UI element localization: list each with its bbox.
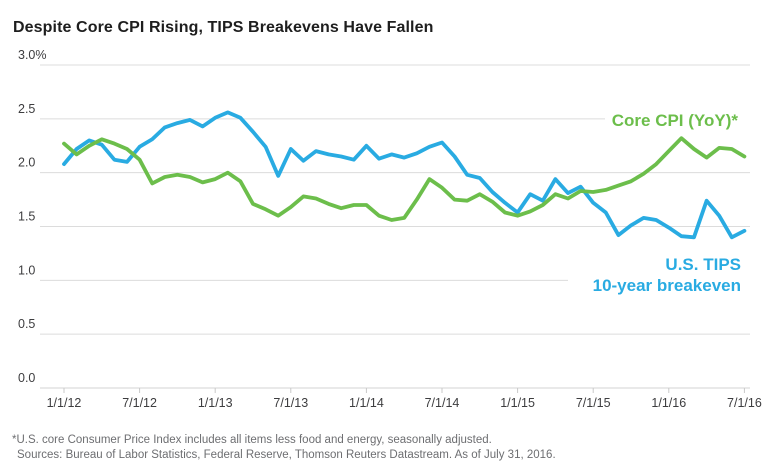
y-axis-label-0.0: 0.0 [18, 371, 35, 385]
series-line-tips-breakeven [62, 110, 747, 240]
x-axis-label-1/1/16: 1/1/16 [651, 396, 686, 410]
x-axis-label-7/1/12: 7/1/12 [122, 396, 157, 410]
x-axis-label-7/1/15: 7/1/15 [576, 396, 611, 410]
y-axis-label-2.0: 2.0 [18, 156, 35, 170]
footnote-sources: Sources: Bureau of Labor Statistics, Fed… [17, 449, 556, 461]
x-axis-label-1/1/13: 1/1/13 [198, 396, 233, 410]
tips-series-label: U.S. TIPS 10-year breakeven [593, 254, 741, 296]
core-cpi-series-label: Core CPI (YoY)* [611, 111, 738, 130]
y-axis-label-3.0%: 3.0% [18, 48, 47, 62]
x-axis-label-7/1/16: 7/1/16 [727, 396, 762, 410]
footnote-definition: *U.S. core Consumer Price Index includes… [12, 434, 492, 446]
chart-title: Despite Core CPI Rising, TIPS Breakevens… [13, 19, 434, 36]
y-axis-label-1.5: 1.5 [18, 210, 35, 224]
y-axis-label-1.0: 1.0 [18, 263, 35, 277]
x-axis-label-1/1/12: 1/1/12 [47, 396, 82, 410]
y-axis-label-0.5: 0.5 [18, 317, 35, 331]
tips-series-label-line2: 10-year breakeven [592, 276, 741, 295]
x-axis-label-1/1/14: 1/1/14 [349, 396, 384, 410]
x-axis-label-7/1/13: 7/1/13 [273, 396, 308, 410]
y-axis-label-2.5: 2.5 [18, 102, 35, 116]
series-line-core-cpi [62, 136, 747, 222]
x-axis-label-7/1/14: 7/1/14 [425, 396, 460, 410]
tips-series-label-line1: U.S. TIPS [665, 255, 741, 274]
x-axis-label-1/1/15: 1/1/15 [500, 396, 535, 410]
